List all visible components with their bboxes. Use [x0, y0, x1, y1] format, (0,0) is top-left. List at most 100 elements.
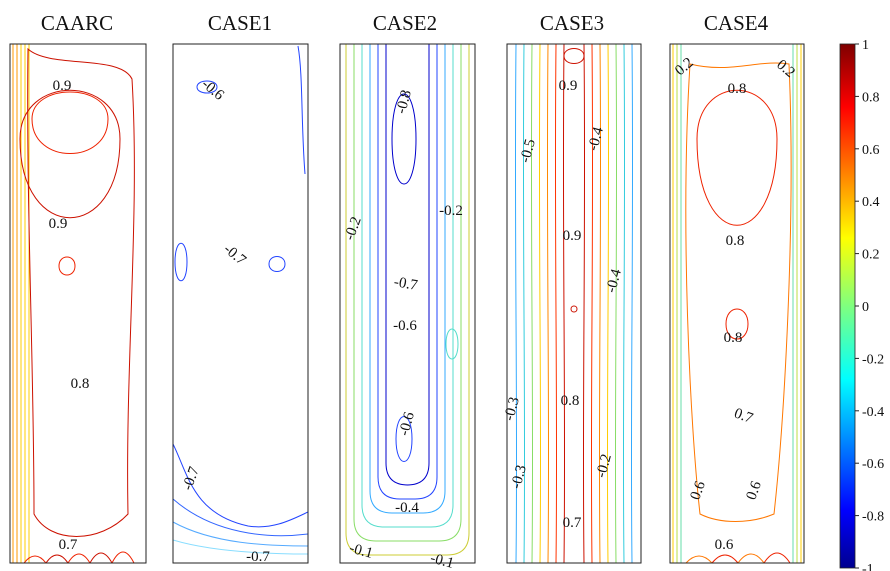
contour-label: 0.7	[59, 537, 78, 553]
contour-line	[391, 93, 417, 185]
contour-line	[546, 44, 550, 563]
contour-line	[696, 89, 778, 226]
contour-line	[111, 551, 135, 563]
contour-label: 0.9	[563, 228, 582, 244]
contour-label: -0.3	[501, 395, 523, 422]
contour-line	[538, 44, 542, 563]
contour-line	[268, 256, 286, 272]
contour-line	[353, 44, 462, 542]
contour-label: 0.8	[71, 376, 90, 392]
contour-line	[711, 554, 739, 563]
contour-line	[522, 44, 526, 563]
contour-label: -0.4	[585, 125, 607, 153]
contour-label: -0.1	[347, 540, 374, 562]
colorbar-tick-label: -0.4	[862, 405, 884, 420]
contour-label: -0.7	[246, 549, 270, 565]
contour-line	[763, 552, 791, 563]
contour-label: 0.9	[559, 78, 578, 94]
contour-line	[445, 328, 459, 360]
contour-label: -0.2	[342, 215, 365, 243]
colorbar: 1 0.8 0.6 0.4 0.2 0 -0.2 -0.4 -0.6 -0.8 -1	[839, 38, 884, 571]
contour-line	[67, 553, 91, 563]
contour-line	[622, 44, 626, 563]
panel-frame	[669, 43, 805, 564]
panel-title-case4: CASE4	[704, 11, 769, 35]
contour-lines	[345, 44, 470, 556]
contour-line	[685, 555, 713, 563]
contour-line	[582, 44, 586, 563]
contour-label: -0.1	[428, 550, 455, 571]
contour-line	[45, 554, 69, 563]
contour-line	[173, 521, 308, 547]
panel-title-case2: CASE2	[373, 11, 437, 35]
contour-line	[606, 44, 610, 563]
contour-label: 0.2	[773, 57, 798, 81]
contour-label: -0.6	[396, 410, 418, 438]
contour-line	[196, 80, 218, 94]
contour-line	[395, 416, 413, 462]
contour-line	[23, 555, 47, 563]
colorbar-gradient	[839, 43, 856, 569]
colorbar-tick-label: 0.2	[862, 248, 880, 263]
panel-case2: -0.8 -0.2 -0.2 -0.7 -0.6 -0.6 -0.4 -0.1 -0.1	[339, 43, 476, 571]
panel-title-caarc: CAARC	[41, 11, 113, 35]
panel-case3: 0.9 -0.5 -0.4 0.9 -0.4 0.8 -0.3 -0.3 -0.2 0.7	[501, 43, 642, 564]
contour-label: -0.6	[198, 76, 227, 104]
panel-case4: 0.2 0.2 0.8 0.8 0.8 0.7 0.6 0.6 0.6	[669, 43, 805, 564]
contour-label: -0.5	[517, 137, 539, 164]
colorbar-tick-label: -0.2	[862, 352, 884, 367]
contour-label: 0.7	[732, 406, 756, 428]
contour-line	[563, 48, 585, 64]
contour-line	[297, 45, 306, 175]
colorbar-tick-label: 1	[862, 38, 869, 53]
contour-lines	[672, 44, 802, 563]
panel-frame	[172, 43, 309, 564]
contour-line	[345, 44, 470, 556]
colorbar-tick-label: 0.6	[862, 143, 880, 158]
contour-line	[31, 91, 109, 154]
contour-line	[369, 44, 446, 514]
contour-line	[19, 89, 121, 219]
contour-label: 0.8	[728, 81, 747, 97]
contour-label: -0.4	[603, 267, 625, 295]
contour-line	[58, 256, 76, 276]
contour-label: -0.7	[180, 464, 203, 492]
colorbar-tick-label: 0	[862, 300, 869, 315]
colorbar-tick-label: -0.6	[862, 457, 884, 472]
panel-frame	[339, 43, 476, 564]
contour-label: -0.2	[593, 452, 615, 479]
colorbar-tick-label: -0.8	[862, 510, 884, 525]
contour-line	[570, 305, 578, 313]
contour-label: -0.4	[395, 500, 419, 516]
contour-line	[514, 44, 518, 563]
contour-line	[562, 44, 566, 563]
panel-frame	[9, 43, 147, 564]
contour-label: 0.8	[726, 233, 745, 249]
contour-lines	[173, 45, 308, 555]
contour-label: 0.6	[715, 537, 734, 553]
contour-label: 0.9	[49, 216, 68, 232]
contour-label: 0.9	[53, 78, 72, 94]
contour-label: -0.6	[393, 318, 417, 334]
panel-caarc: 0.9 0.9 0.8 0.7	[9, 43, 147, 564]
contour-line	[89, 552, 113, 563]
panel-titles: CAARC CASE1 CASE2 CASE3 CASE4	[41, 11, 769, 35]
contour-line	[590, 44, 594, 563]
contour-lines	[12, 44, 135, 563]
contour-label: 0.2	[672, 55, 697, 79]
contour-line	[725, 308, 749, 340]
contour-line	[737, 553, 765, 563]
contour-lines	[514, 44, 634, 563]
contour-line	[27, 47, 135, 537]
contour-line	[385, 44, 430, 486]
panel-title-case3: CASE3	[540, 11, 604, 35]
contour-line	[173, 539, 308, 555]
contour-line	[598, 44, 602, 563]
panel-case1: -0.6 -0.7 -0.7 -0.7	[172, 43, 309, 565]
colorbar-tick-label: -1	[862, 562, 874, 571]
contour-label: -0.2	[439, 203, 463, 219]
contour-line	[173, 498, 308, 537]
contour-label: 0.8	[561, 393, 580, 409]
panel-frame	[506, 43, 642, 564]
